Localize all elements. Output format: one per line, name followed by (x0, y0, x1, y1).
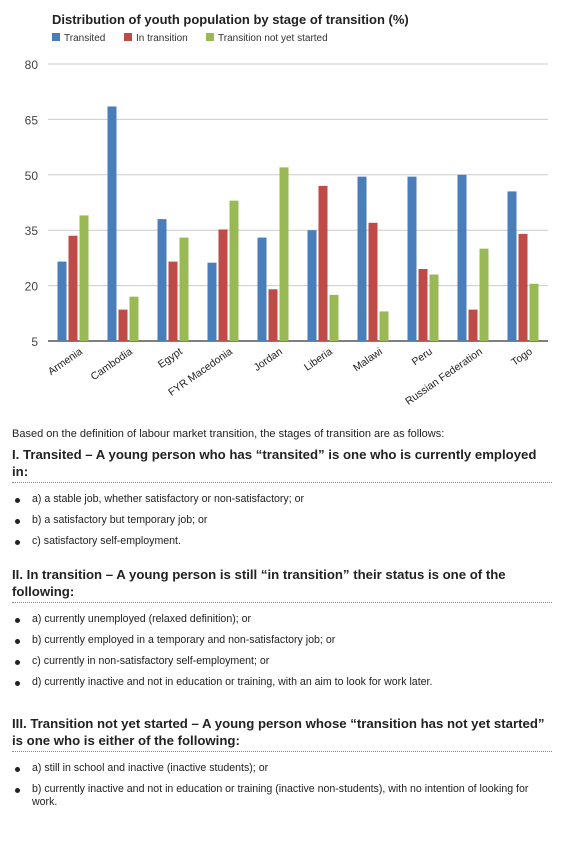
bar (179, 237, 189, 341)
list-item: a) a stable job, whether satisfactory or… (12, 489, 552, 510)
section-in-transition: II. In transition – A young person is st… (12, 566, 552, 693)
bullet-list: a) currently unemployed (relaxed definit… (12, 609, 552, 693)
bar (279, 167, 289, 341)
bar (318, 185, 328, 341)
legend-item: Transited (52, 33, 105, 44)
section-not-started: III. Transition not yet started – A youn… (12, 715, 552, 813)
y-tick-label: 50 (25, 169, 39, 183)
legend-swatch (206, 33, 214, 41)
bar (57, 261, 67, 341)
bar (207, 262, 217, 341)
list-item: c) satisfactory self-employment. (12, 531, 552, 552)
chart-bars (57, 106, 539, 342)
y-tick-label: 80 (25, 58, 39, 72)
legend-item: In transition (124, 33, 188, 44)
section-transited: I. Transited – A young person who has “t… (12, 446, 552, 552)
bar (157, 219, 167, 341)
list-item: b) currently inactive and not in educati… (12, 779, 552, 813)
y-axis-ticks: 5 20 35 50 65 80 (25, 58, 39, 349)
bar (379, 311, 389, 341)
list-item: c) currently in non-satisfactory self-em… (12, 651, 552, 672)
chart-legend: Transited In transition Transition not yet… (52, 33, 328, 44)
bar (518, 233, 528, 341)
bar (468, 309, 478, 341)
bar (268, 289, 278, 341)
bar (529, 283, 539, 341)
bar (129, 296, 139, 341)
x-tick-label: Armenia (46, 346, 85, 378)
y-tick-label: 5 (31, 335, 38, 349)
legend-item: Transition not yet started (206, 33, 328, 44)
list-item: a) currently unemployed (relaxed definit… (12, 609, 552, 630)
bar (407, 176, 417, 341)
bullet-list: a) a stable job, whether satisfactory or… (12, 489, 552, 552)
bar (368, 222, 378, 341)
legend-label: Transited (64, 33, 105, 44)
list-item: a) still in school and inactive (inactiv… (12, 758, 552, 779)
legend-label: Transition not yet started (218, 33, 328, 44)
intro-text: Based on the definition of labour market… (12, 428, 445, 440)
bar (79, 215, 89, 341)
section-heading: III. Transition not yet started – A youn… (12, 715, 552, 752)
bar (257, 237, 267, 341)
y-tick-label: 20 (25, 280, 39, 294)
legend-label: In transition (136, 33, 188, 44)
bar (218, 229, 228, 341)
x-tick-label: Cambodia (89, 346, 135, 383)
list-item: b) currently employed in a temporary and… (12, 630, 552, 651)
legend-swatch (52, 33, 60, 41)
bar (457, 174, 467, 341)
bar (418, 268, 428, 341)
chart-title: Distribution of youth population by stag… (52, 12, 409, 27)
x-tick-label: Jordan (252, 346, 285, 374)
legend-swatch (124, 33, 132, 41)
bar (118, 309, 128, 341)
bar (357, 176, 367, 341)
x-tick-label: Peru (410, 346, 435, 369)
bar (507, 191, 517, 341)
y-tick-label: 65 (25, 113, 39, 127)
bar (429, 274, 439, 341)
bar (307, 230, 317, 341)
y-tick-label: 35 (25, 224, 39, 238)
chart-gridlines (48, 63, 548, 342)
bar (107, 106, 117, 342)
bar (229, 200, 239, 341)
bar (329, 294, 339, 341)
list-item: b) a satisfactory but temporary job; or (12, 510, 552, 531)
x-tick-label: Malawi (351, 346, 385, 375)
definitions-section: Based on the definition of labour market… (12, 428, 552, 827)
x-tick-label: Liberia (302, 346, 335, 374)
bar-chart: Distribution of youth population by stag… (25, 12, 548, 408)
bar (168, 261, 178, 341)
section-heading: I. Transited – A young person who has “t… (12, 446, 552, 483)
bar (479, 248, 489, 341)
bullet-list: a) still in school and inactive (inactiv… (12, 758, 552, 813)
section-heading: II. In transition – A young person is st… (12, 566, 552, 603)
bar (68, 235, 78, 341)
list-item: d) currently inactive and not in educati… (12, 672, 552, 693)
x-tick-label: Togo (509, 346, 535, 369)
x-tick-label: Egypt (156, 346, 185, 371)
